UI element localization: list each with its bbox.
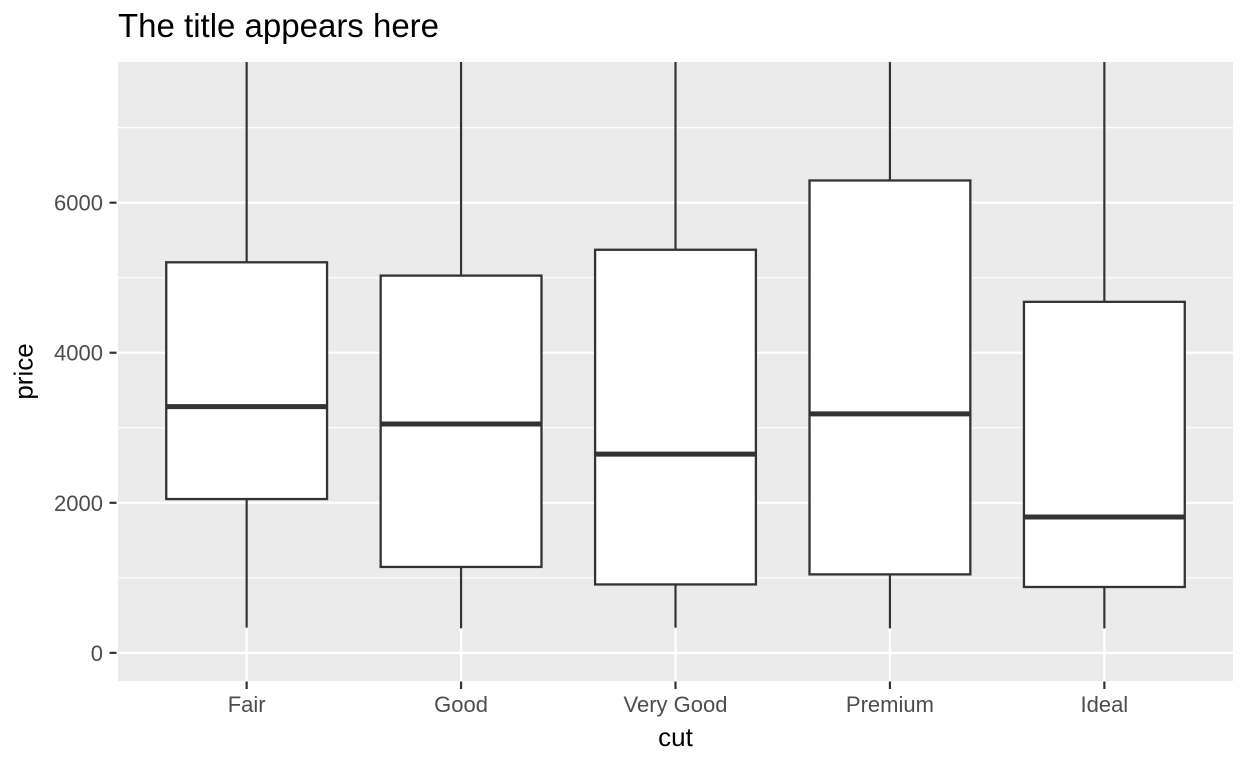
y-tick-label-6000: 6000 [54,191,103,216]
x-tick-label-premium: Premium [846,692,934,717]
x-axis-title: cut [658,722,693,752]
boxplot-box-good [379,274,543,569]
x-tick-label-ideal: Ideal [1080,692,1128,717]
x-tick-label-very-good: Very Good [624,692,728,717]
y-tick-label-4000: 4000 [54,341,103,366]
y-tick-label-2000: 2000 [54,491,103,516]
chart-title: The title appears here [118,7,440,44]
boxplot-box-fair [165,261,329,501]
boxplot-box-premium [808,179,972,576]
boxplot-box-ideal [1022,300,1186,589]
y-tick-label-0: 0 [91,641,103,666]
boxplot-box-very-good [593,248,758,586]
x-tick-label-good: Good [434,692,488,717]
x-tick-label-fair: Fair [228,692,266,717]
